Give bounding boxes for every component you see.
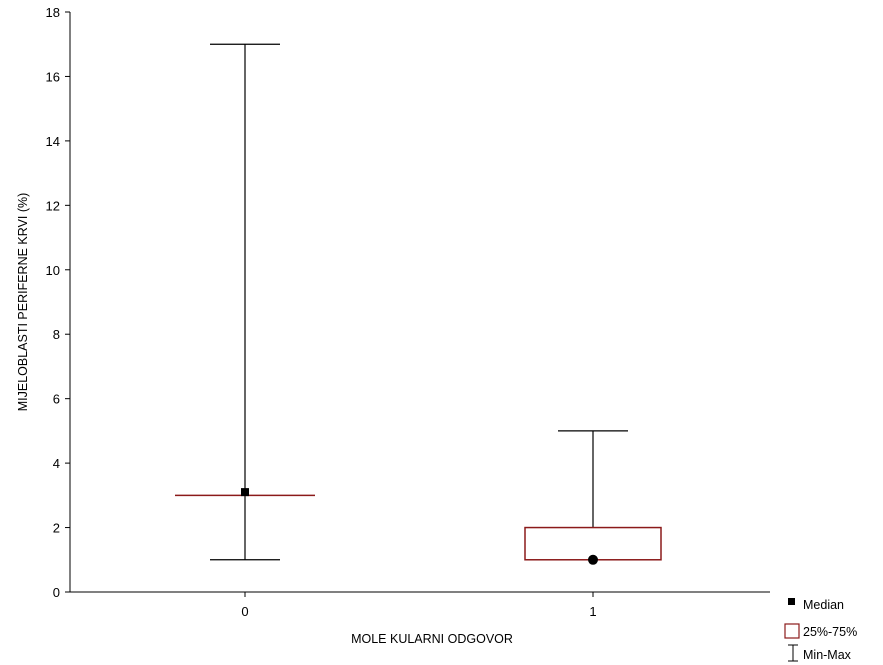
legend: Median 25%-75% Min-Max <box>784 598 857 662</box>
y-tick-label-7: 14 <box>46 134 60 149</box>
median-marker-1 <box>588 554 598 565</box>
y-tick-label-2: 4 <box>53 456 60 471</box>
median-marker-0 <box>241 488 249 497</box>
legend-whisker-marker <box>788 644 798 662</box>
x-tick-label-0: 0 <box>241 604 248 619</box>
y-tick-label-5: 10 <box>46 263 60 278</box>
y-tick-label-6: 12 <box>46 198 60 213</box>
x-tick-label-1: 1 <box>589 604 596 619</box>
y-tick-label-4: 8 <box>53 327 60 342</box>
axes: 0 2 4 6 8 10 12 14 16 18 0 1 <box>46 5 770 619</box>
legend-label-whisker: Min-Max <box>803 648 852 662</box>
plot-area <box>175 43 662 565</box>
y-axis-title: MIJELOBLASTI PERIFERNE KRVI (%) <box>16 193 30 412</box>
y-tick-label-8: 16 <box>46 69 60 84</box>
y-tick-label-3: 6 <box>53 392 60 407</box>
legend-label-median: Median <box>803 598 844 612</box>
x-axis-title: MOLE KULARNI ODGOVOR <box>351 632 513 646</box>
y-tick-label-9: 18 <box>46 5 60 20</box>
legend-label-box: 25%-75% <box>803 625 857 639</box>
y-tick-label-0: 0 <box>53 585 60 600</box>
legend-median-marker <box>788 598 795 605</box>
y-tick-label-1: 2 <box>53 521 60 536</box>
legend-box-marker <box>784 623 800 639</box>
